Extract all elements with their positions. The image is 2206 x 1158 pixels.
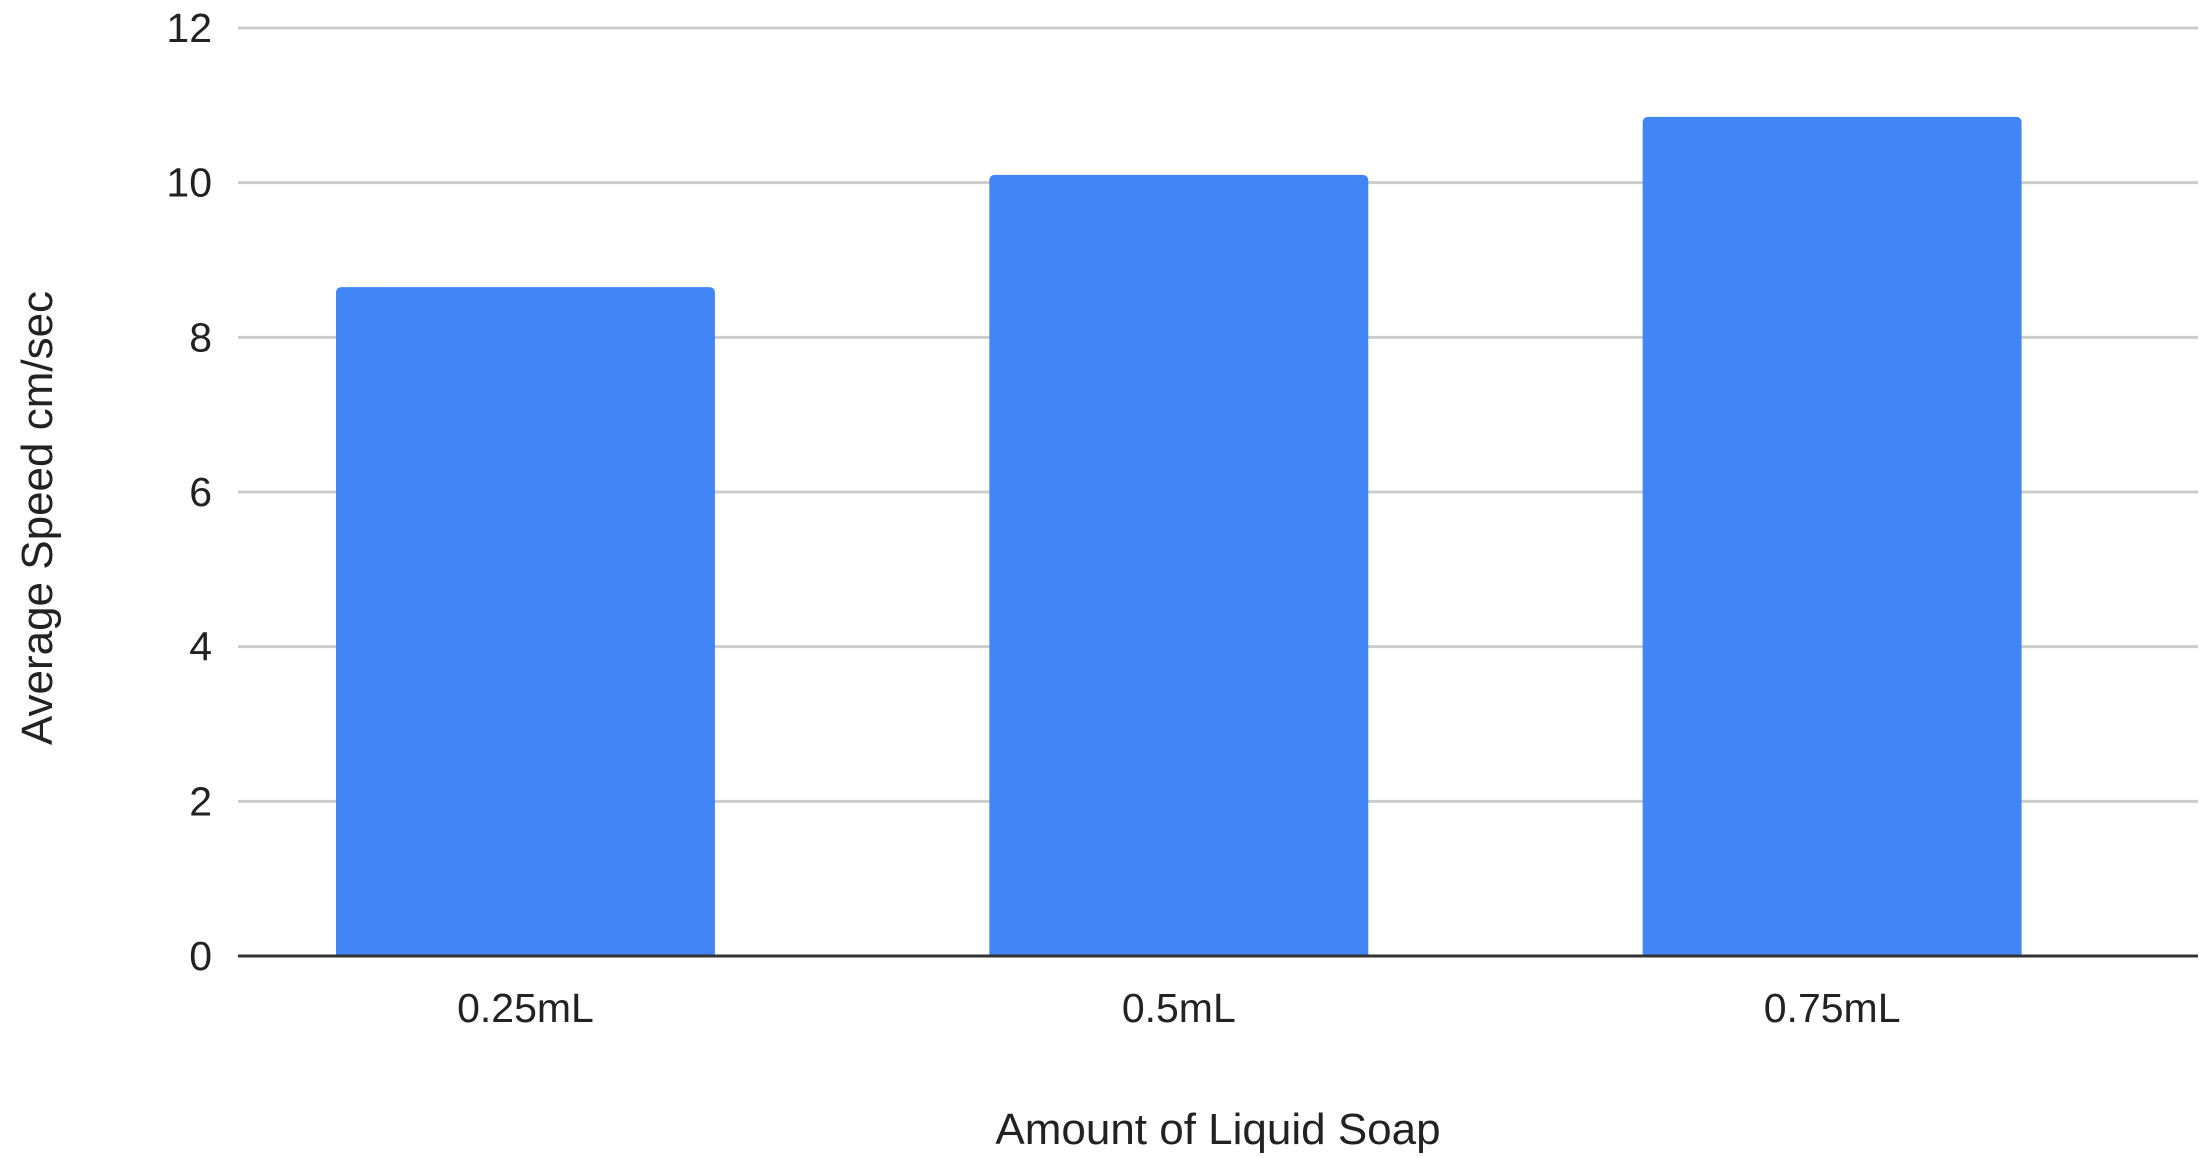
y-axis-title: Average Speed cm/sec — [13, 291, 62, 745]
y-tick-label: 12 — [166, 5, 212, 51]
bar-0-5ml — [989, 174, 1369, 956]
y-tick-label: 4 — [189, 624, 212, 670]
x-tick-label: 0.75mL — [1764, 985, 1901, 1031]
y-tick-label: 6 — [189, 469, 212, 515]
y-tick-label: 0 — [189, 933, 212, 979]
x-tick-label: 0.5mL — [1122, 985, 1236, 1031]
bars — [336, 116, 2022, 957]
x-axis-title: Amount of Liquid Soap — [995, 1105, 1440, 1154]
y-tick-label: 8 — [189, 314, 212, 360]
bar-0-75ml — [1642, 116, 2022, 956]
x-axis-ticks: 0.25mL 0.5mL 0.75mL — [457, 985, 1900, 1031]
x-tick-label: 0.25mL — [457, 985, 594, 1031]
y-tick-label: 10 — [166, 160, 212, 206]
y-axis-ticks: 0 2 4 6 8 10 12 — [166, 5, 212, 979]
bar-0-25ml — [336, 287, 715, 957]
y-tick-label: 2 — [189, 778, 212, 824]
